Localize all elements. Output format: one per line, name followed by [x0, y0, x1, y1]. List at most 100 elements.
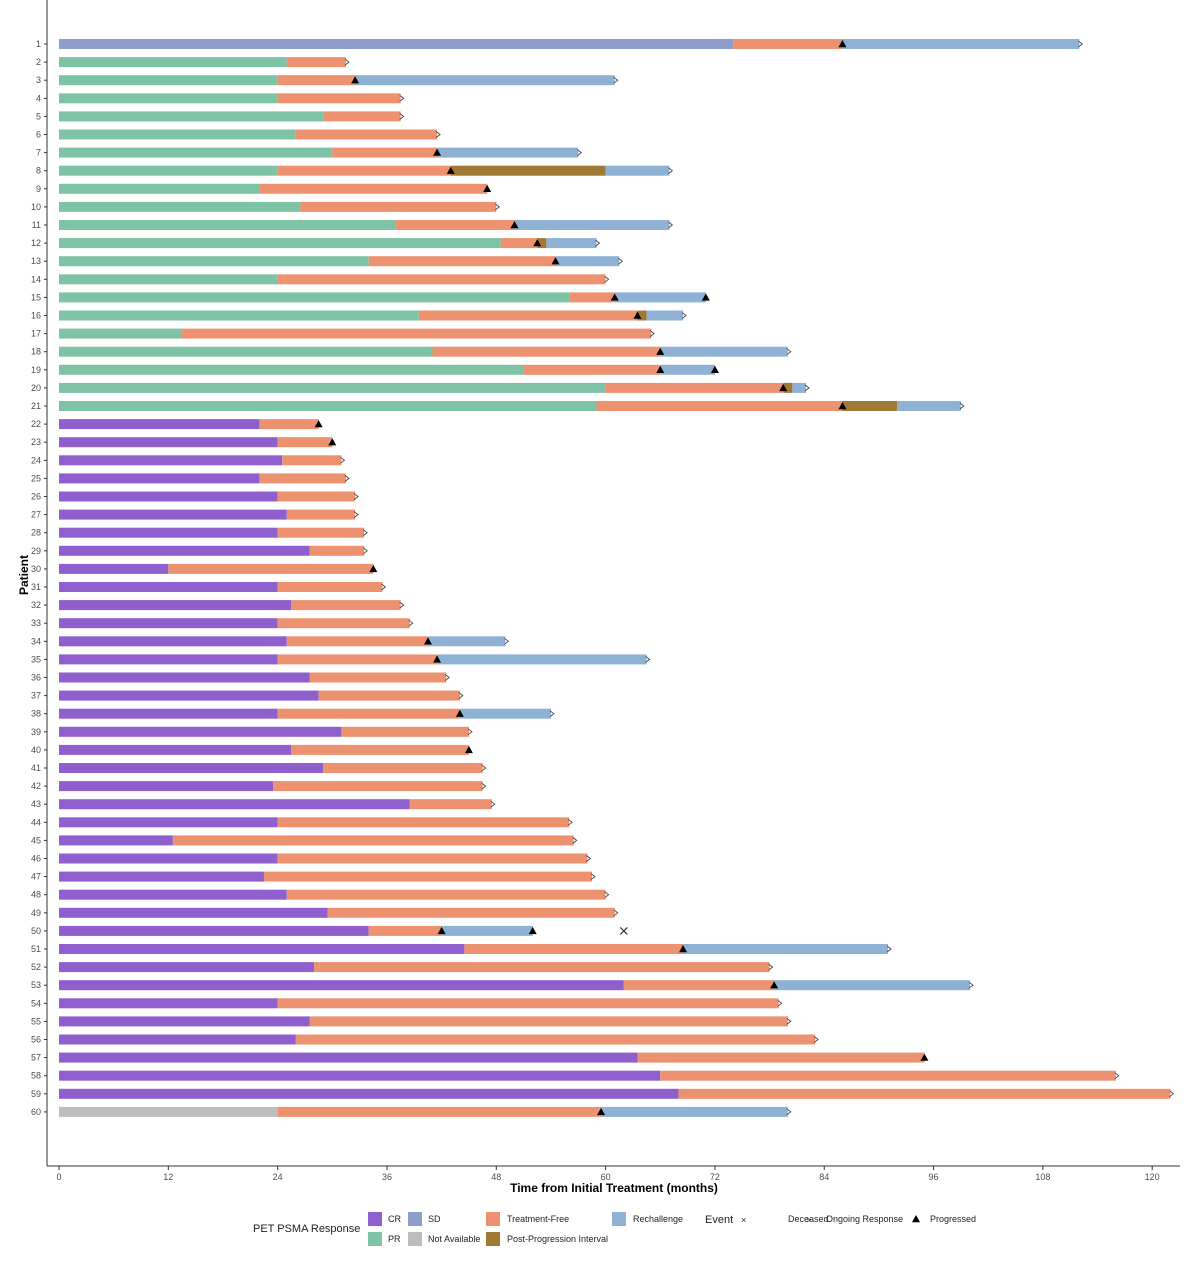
bar-segment	[277, 527, 365, 538]
bar-segment-response	[59, 437, 278, 448]
y-tick-label: 29	[31, 546, 41, 556]
bar-segment	[842, 401, 898, 411]
ongoing-marker	[1114, 1072, 1120, 1080]
bar-segment-response	[59, 907, 328, 918]
ongoing-marker	[959, 402, 965, 410]
y-tick-label: 16	[31, 311, 41, 321]
ongoing-marker	[613, 76, 619, 84]
x-tick-label: 96	[929, 1172, 939, 1182]
bar-segment-response	[59, 310, 419, 321]
y-tick-label: 60	[31, 1107, 41, 1117]
progressed-marker	[328, 438, 337, 446]
legend-label: Treatment-Free	[507, 1214, 569, 1224]
bar-segment-response	[59, 1106, 278, 1117]
y-tick-label: 8	[36, 166, 41, 176]
y-tick-label: 41	[31, 763, 41, 773]
y-tick-label: 7	[36, 148, 41, 158]
x-tick-label: 108	[1035, 1172, 1050, 1182]
progressed-marker	[437, 926, 446, 935]
progressed-marker	[528, 926, 537, 935]
bar-segment-response	[59, 93, 278, 104]
legend-label: Not Available	[428, 1234, 480, 1244]
y-tick-label: 23	[31, 437, 41, 447]
bar-segment	[637, 1052, 925, 1063]
bar-segment	[897, 401, 961, 411]
bar-segment	[309, 545, 365, 556]
bar-segment	[660, 346, 788, 357]
bar-segment	[168, 563, 374, 574]
progressed-marker	[701, 293, 710, 301]
bar-segment-response	[59, 346, 433, 357]
y-tick-label: 11	[32, 220, 41, 230]
y-tick-label: 6	[36, 130, 41, 140]
legend: PET PSMA Response CR SD PR Not Available Trea…	[253, 1212, 976, 1246]
bar-segment	[441, 925, 533, 936]
bar-segment-response	[59, 871, 264, 882]
legend-swatch	[368, 1212, 382, 1226]
bar-segment	[277, 1106, 602, 1117]
legend-label: Rechallenge	[633, 1214, 683, 1224]
legend-swatch	[408, 1232, 422, 1246]
y-tick-label: 32	[31, 600, 41, 610]
y-tick-label: 12	[31, 238, 41, 248]
bar-segment	[300, 201, 497, 212]
bar-segment-response	[59, 201, 301, 212]
ongoing-marker	[549, 710, 555, 718]
bar-segment	[295, 129, 438, 140]
bar-segment-response	[59, 57, 287, 68]
y-tick-label: 37	[31, 691, 41, 701]
y-tick-label: 59	[31, 1089, 41, 1099]
bar-segment	[418, 310, 638, 321]
bar-segment-response	[59, 509, 287, 520]
legend-label: PR	[388, 1234, 401, 1244]
legend-event-label: Deceased	[788, 1214, 829, 1224]
ongoing-marker	[362, 547, 368, 555]
bar-segment	[295, 1034, 816, 1045]
ongoing-marker	[362, 529, 368, 537]
progressed-marker	[433, 148, 442, 156]
bar-segment	[282, 455, 342, 466]
bar-segment-response	[59, 473, 260, 484]
progressed-marker	[779, 383, 788, 392]
bar-segment-response	[59, 419, 260, 430]
legend-swatch	[408, 1212, 422, 1226]
x-tick-label: 48	[491, 1172, 501, 1182]
ongoing-marker	[590, 873, 596, 880]
bar-segment-response	[59, 527, 278, 538]
bar-segment	[277, 93, 401, 104]
bar-segment-response	[59, 835, 173, 846]
ongoing-marker	[786, 1018, 792, 1025]
bar-segment-response	[59, 220, 397, 230]
bar-segment-response	[59, 817, 278, 828]
bar-segment-response	[59, 618, 278, 629]
bar-segment	[546, 238, 597, 249]
bar-segment	[277, 618, 410, 629]
legend-swatch	[486, 1232, 500, 1246]
ongoing-marker	[504, 637, 510, 645]
ongoing-marker	[399, 601, 405, 609]
ongoing-marker	[572, 837, 578, 844]
legend-event-symbol: >	[806, 1215, 811, 1225]
bar-segment	[637, 310, 647, 321]
bar-segment	[450, 165, 606, 176]
bar-segment	[514, 220, 670, 230]
y-tick-label: 34	[31, 636, 41, 646]
bar-segment-response	[59, 944, 465, 954]
y-tick-label: 39	[31, 727, 41, 737]
bar-segment	[277, 998, 779, 1009]
x-tick-label: 36	[382, 1172, 392, 1182]
x-tick-label: 12	[163, 1172, 173, 1182]
bar-segment	[291, 744, 469, 755]
bar-segment	[569, 292, 615, 303]
legend-event-symbol: ×	[741, 1215, 746, 1225]
bar-segment	[277, 708, 460, 719]
ongoing-marker	[804, 384, 810, 392]
bar-segment-response	[59, 183, 260, 194]
y-tick-label: 31	[31, 582, 41, 592]
y-tick-labels: 1234567891011121314151617181920212223242…	[31, 39, 47, 1117]
ongoing-marker	[613, 909, 619, 917]
y-tick-label: 45	[31, 835, 41, 845]
bar-segment	[277, 817, 570, 828]
bar-segment-response	[59, 600, 292, 611]
progressed-marker	[423, 637, 432, 645]
